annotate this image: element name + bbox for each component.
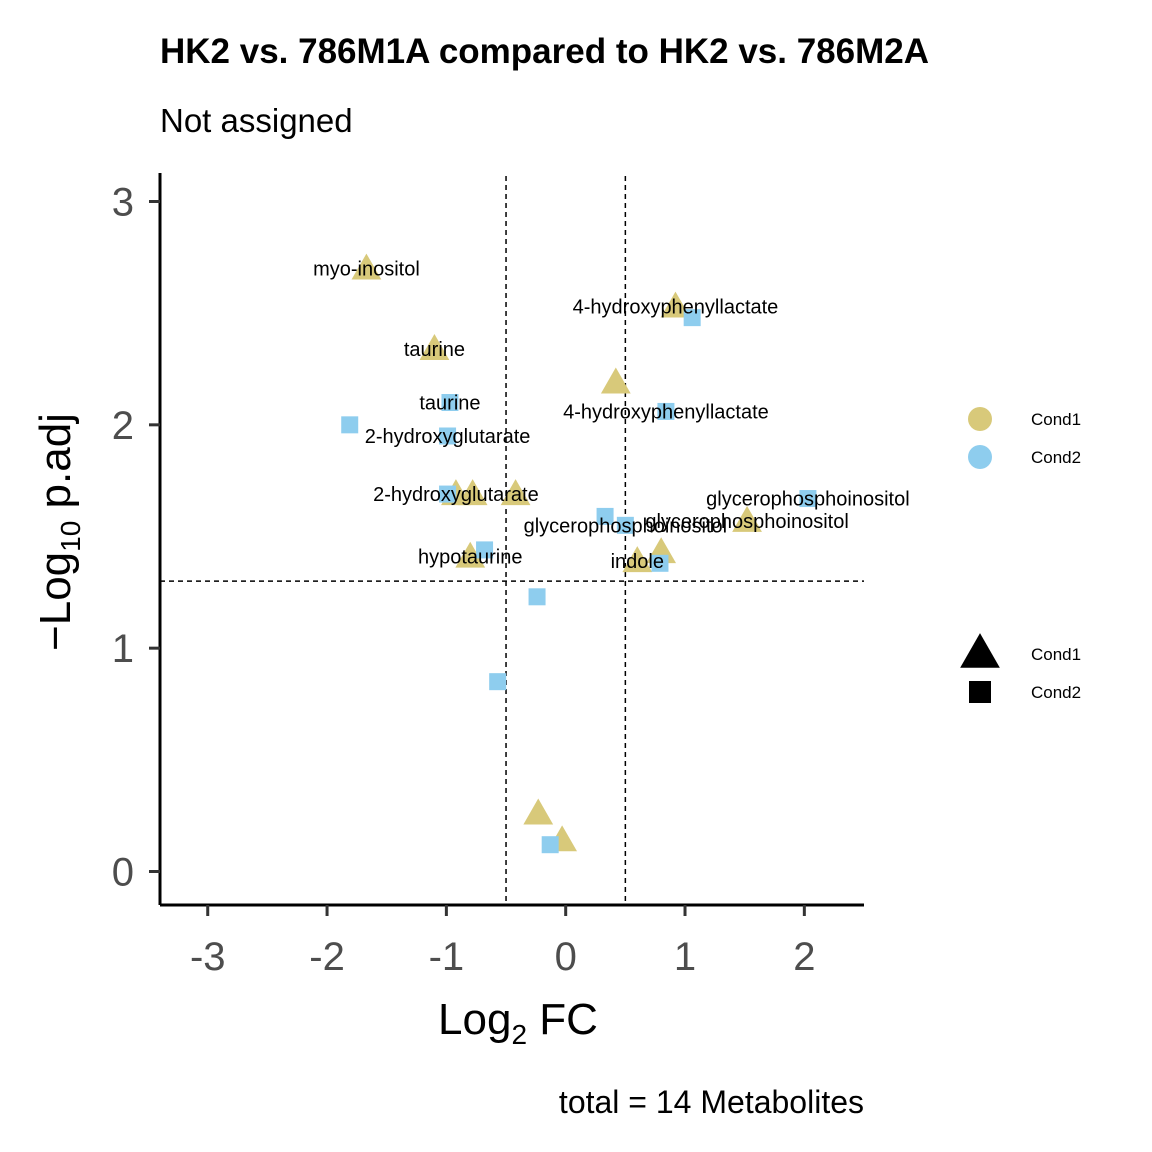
legend-color-label: Cond1	[1031, 410, 1081, 429]
x-tick-label: -2	[309, 935, 345, 979]
x-tick-label: 2	[793, 935, 815, 979]
point-label: glycerophosphoinositol	[524, 515, 727, 537]
legend-shape-key-square	[969, 681, 991, 703]
x-axis-title: Log2 FC	[438, 995, 598, 1050]
point-label: indole	[611, 551, 664, 573]
y-tick-label: 2	[112, 404, 134, 448]
legend-color-label: Cond2	[1031, 448, 1081, 467]
data-point-cond2-square	[529, 588, 546, 605]
y-axis-title: −Log10 p.adj	[31, 413, 86, 651]
x-axis-title-main: Log	[438, 995, 511, 1044]
data-point-cond2-square	[542, 836, 559, 853]
point-label: 4-hydroxyphenyllactate	[563, 401, 769, 423]
x-tick-label: 0	[555, 935, 577, 979]
data-point-cond1-triangle	[601, 368, 631, 394]
point-label: hypotaurine	[418, 547, 523, 569]
legend-shape-label: Cond1	[1031, 645, 1081, 664]
point-label: taurine	[404, 339, 465, 361]
y-tick-label: 1	[112, 627, 134, 671]
y-axis-title-prefix: −Log	[31, 552, 80, 651]
legend-color-key-cond1	[968, 407, 992, 431]
y-tick-label: 0	[112, 851, 134, 895]
data-point-cond2-square	[341, 416, 358, 433]
x-axis-title-subscript: 2	[511, 1019, 527, 1050]
point-label: glycerophosphoinositol	[706, 489, 909, 511]
x-tick-label: -3	[190, 935, 226, 979]
y-axis-title-subscript: 10	[55, 521, 86, 552]
caption-total-metabolites: total = 14 Metabolites	[559, 1084, 864, 1120]
point-label: myo-inositol	[313, 259, 420, 281]
point-label: 2-hydroxyglutarate	[373, 484, 539, 506]
chart-subtitle: Not assigned	[160, 102, 353, 139]
plot-area: -3 -2 -1 0 1 2 0 1 2 3 myo-inositol taurine 4-hydrox…	[112, 173, 910, 979]
x-tick-label: 1	[674, 935, 696, 979]
legend-shape-key-triangle	[960, 633, 1000, 668]
data-point-cond2-square	[489, 673, 506, 690]
y-tick-label: 3	[112, 181, 134, 225]
legend-color-key-cond2	[968, 445, 992, 469]
x-axis-title-rest: FC	[527, 995, 598, 1044]
data-point-cond1-triangle	[523, 799, 553, 825]
legend: Cond1 Cond2 Cond1 Cond2	[960, 407, 1081, 703]
point-label: 2-hydroxyglutarate	[365, 426, 531, 448]
legend-shape-label: Cond2	[1031, 683, 1081, 702]
point-label: taurine	[419, 393, 480, 415]
chart-title: HK2 vs. 786M1A compared to HK2 vs. 786M2…	[160, 32, 929, 71]
x-tick-label: -1	[429, 935, 465, 979]
y-axis-title-rest: p.adj	[31, 413, 80, 521]
point-label: 4-hydroxyphenyllactate	[573, 296, 779, 318]
